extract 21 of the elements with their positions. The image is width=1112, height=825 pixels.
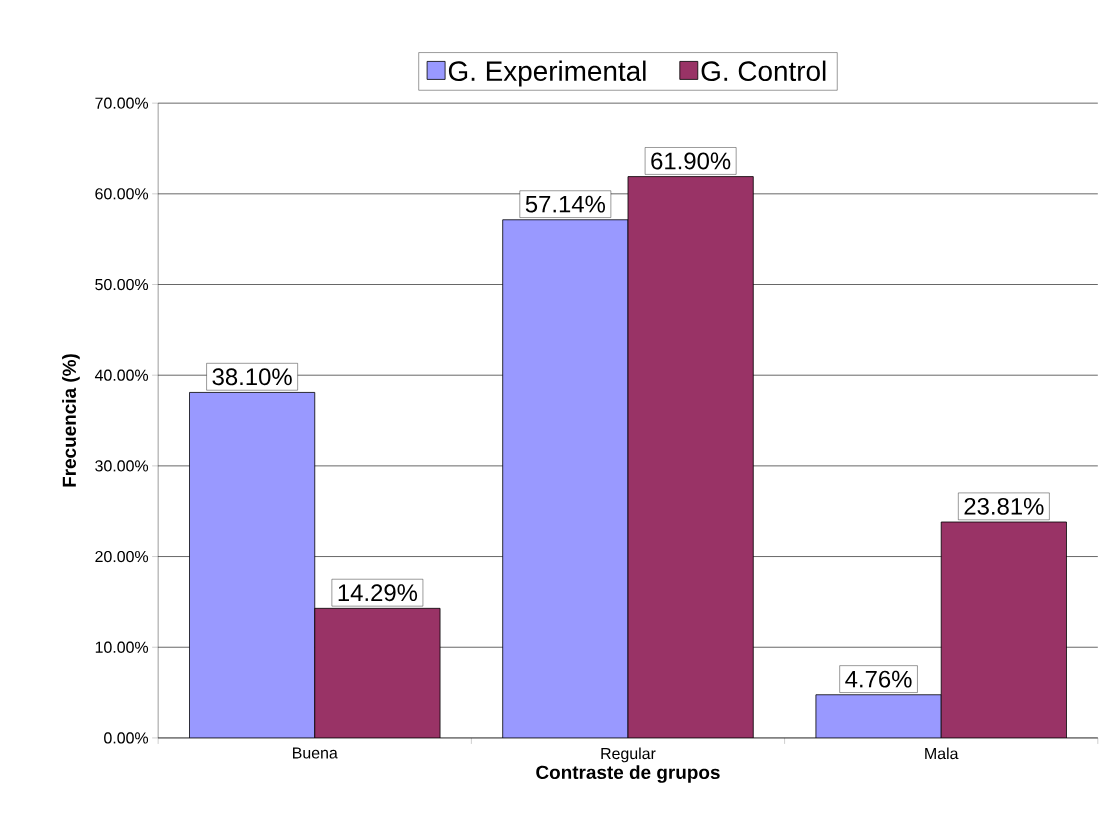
legend-label: G. Control — [701, 60, 826, 81]
x-tick-label: Buena — [293, 747, 338, 759]
data-label: 14.29% — [338, 584, 418, 602]
y-axis-title: Frecuencia (%) — [62, 354, 80, 487]
y-tick-label: 0.00% — [104, 732, 149, 744]
x-tick-label: Mala — [925, 747, 959, 760]
data-label: 61.90% — [651, 152, 731, 170]
data-label: 38.10% — [212, 368, 292, 386]
y-tick-label: 50.00% — [95, 278, 149, 291]
y-tick-label: 30.00% — [95, 460, 149, 472]
data-label: 57.14% — [525, 195, 606, 213]
y-tick-label: 40.00% — [94, 369, 149, 381]
y-tick-label: 10.00% — [95, 641, 149, 653]
x-axis-title: Contraste de grupos — [536, 765, 720, 783]
x-tick-label: Regular — [601, 747, 656, 763]
y-tick-label: 20.00% — [95, 550, 149, 563]
y-tick-label: 70.00% — [95, 97, 149, 109]
data-label: 23.81% — [964, 497, 1044, 515]
y-tick-label: 60.00% — [95, 188, 149, 200]
data-label: 4.76% — [845, 670, 912, 688]
legend-label: G. Experimental — [448, 60, 646, 87]
